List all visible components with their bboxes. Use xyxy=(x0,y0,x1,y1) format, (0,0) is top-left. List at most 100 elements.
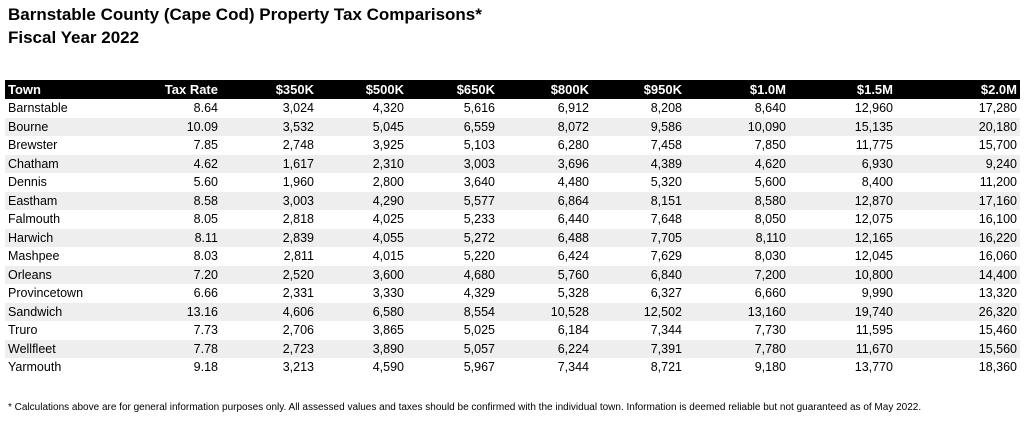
tax-comparison-table: Town Tax Rate $350K $500K $650K $800K $950K $1.… xyxy=(5,80,1020,377)
table-cell: 8,050 xyxy=(754,212,786,227)
table-cell: 4,320 xyxy=(372,101,404,116)
table-row: Eastham 8.58 3,003 4,290 5,577 6,864 8,151 8,58… xyxy=(5,191,1020,210)
table-cell: 15,460 xyxy=(978,323,1017,338)
town-name-cell: Barnstable xyxy=(8,101,68,116)
table-cell: 9,240 xyxy=(896,154,1020,173)
table-row: Barnstable 8.64 3,024 4,320 5,616 6,912 8,208 8… xyxy=(5,99,1020,118)
table-row: Sandwich 13.16 4,606 6,580 8,554 10,528 12,502… xyxy=(5,302,1020,321)
table-cell: 20,180 xyxy=(896,117,1020,136)
table-cell: 7,850 xyxy=(754,138,786,153)
table-cell: 7,344 xyxy=(650,323,682,338)
table-cell: 4,055 xyxy=(317,228,407,247)
table-cell: 8,151 xyxy=(592,191,685,210)
table-cell: 12,870 xyxy=(789,191,896,210)
table-cell: 4,606 xyxy=(221,302,317,321)
table-cell: 9,180 xyxy=(754,360,786,375)
table-cell: 5,025 xyxy=(463,323,495,338)
table-cell: 15,560 xyxy=(896,339,1020,358)
table-cell: 5,103 xyxy=(463,138,495,153)
table-cell: 12,075 xyxy=(854,212,893,227)
table-cell: 7.73 xyxy=(193,323,218,338)
table-cell: 10,090 xyxy=(685,117,789,136)
table-cell: 13,160 xyxy=(685,302,789,321)
table-cell: 13.16 xyxy=(110,302,221,321)
table-cell: 5,045 xyxy=(317,117,407,136)
table-cell: 5,328 xyxy=(557,286,589,301)
table-cell: 3,600 xyxy=(317,265,407,284)
table-cell: 6,580 xyxy=(317,302,407,321)
table-cell: 2,818 xyxy=(282,212,314,227)
table-cell: 17,160 xyxy=(896,191,1020,210)
page-title: Barnstable County (Cape Cod) Property Ta… xyxy=(8,3,482,49)
column-header: $500K xyxy=(317,80,407,99)
table-cell: 16,100 xyxy=(978,212,1017,227)
table-cell: 8.03 xyxy=(193,249,218,264)
table-cell: 2,310 xyxy=(317,154,407,173)
table-cell: 5,967 xyxy=(463,360,495,375)
table-cell: 7.85 xyxy=(193,138,218,153)
table-cell: 2,800 xyxy=(372,175,404,190)
table-cell: 5,320 xyxy=(650,175,682,190)
table-cell: 6,864 xyxy=(498,191,592,210)
table-cell: 5,600 xyxy=(754,175,786,190)
table-cell: 2,520 xyxy=(221,265,317,284)
table-cell: 8,400 xyxy=(861,175,893,190)
table-cell: 8.05 xyxy=(193,212,218,227)
table-cell: 6,224 xyxy=(498,339,592,358)
table-cell: 19,740 xyxy=(789,302,896,321)
table-cell: 6,660 xyxy=(754,286,786,301)
table-cell: 10.09 xyxy=(110,117,221,136)
town-name-cell: Orleans xyxy=(5,265,110,284)
table-cell: 8.58 xyxy=(110,191,221,210)
table-cell: 8.64 xyxy=(193,101,218,116)
table-cell: 10,528 xyxy=(498,302,592,321)
table-cell: 6,184 xyxy=(557,323,589,338)
town-name-cell: Chatham xyxy=(5,154,110,173)
table-cell: 3,532 xyxy=(221,117,317,136)
table-cell: 5,760 xyxy=(498,265,592,284)
column-header: $1.0M xyxy=(685,80,789,99)
table-row: Chatham 4.62 1,617 2,310 3,003 3,696 4,389 4,62… xyxy=(5,154,1020,173)
table-row: Bourne 10.09 3,532 5,045 6,559 8,072 9,586 10,0… xyxy=(5,117,1020,136)
table-cell: 6,559 xyxy=(407,117,498,136)
table-cell: 10,800 xyxy=(789,265,896,284)
column-header: $650K xyxy=(407,80,498,99)
town-name-cell: Harwich xyxy=(5,228,110,247)
table-cell: 3,003 xyxy=(407,154,498,173)
table-cell: 4,680 xyxy=(407,265,498,284)
table-cell: 18,360 xyxy=(978,360,1017,375)
footnote: * Calculations above are for general inf… xyxy=(8,402,922,413)
town-name-cell: Dennis xyxy=(8,175,47,190)
town-name-cell: Mashpee xyxy=(8,249,60,264)
table-cell: 6,327 xyxy=(650,286,682,301)
table-cell: 3,640 xyxy=(463,175,495,190)
table-cell: 16,060 xyxy=(978,249,1017,264)
town-name-cell: Falmouth xyxy=(8,212,61,227)
table-cell: 13,320 xyxy=(978,286,1017,301)
table-cell: 6,424 xyxy=(557,249,589,264)
table-cell: 12,960 xyxy=(854,101,893,116)
table-cell: 6.66 xyxy=(193,286,218,301)
table-cell: 7,391 xyxy=(592,339,685,358)
table-header-row: Town Tax Rate $350K $500K $650K $800K $950K $1.… xyxy=(5,80,1020,99)
table-cell: 16,220 xyxy=(896,228,1020,247)
column-header: Tax Rate xyxy=(110,80,221,99)
table-cell: 8,554 xyxy=(407,302,498,321)
table-cell: 11,200 xyxy=(979,175,1017,190)
column-header: $350K xyxy=(221,80,317,99)
column-header: $2.0M xyxy=(896,80,1020,99)
town-name-cell: Brewster xyxy=(8,138,58,153)
town-name-cell: Wellfleet xyxy=(5,339,110,358)
table-cell: 6,440 xyxy=(557,212,589,227)
table-row: Truro 7.73 2,706 3,865 5,025 6,184 7,344 7,730 1… xyxy=(5,321,1020,340)
table-cell: 6,912 xyxy=(557,101,589,116)
table-row: Brewster 7.85 2,748 3,925 5,103 6,280 7,458 7,8… xyxy=(5,136,1020,155)
table-cell: 14,400 xyxy=(896,265,1020,284)
table-cell: 26,320 xyxy=(896,302,1020,321)
table-cell: 6,840 xyxy=(592,265,685,284)
table-cell: 8.11 xyxy=(110,228,221,247)
town-name-cell: Bourne xyxy=(5,117,110,136)
table-cell: 3,925 xyxy=(372,138,404,153)
table-cell: 7.20 xyxy=(110,265,221,284)
table-row: Provincetown 6.66 2,331 3,330 4,329 5,328 6,32… xyxy=(5,284,1020,303)
